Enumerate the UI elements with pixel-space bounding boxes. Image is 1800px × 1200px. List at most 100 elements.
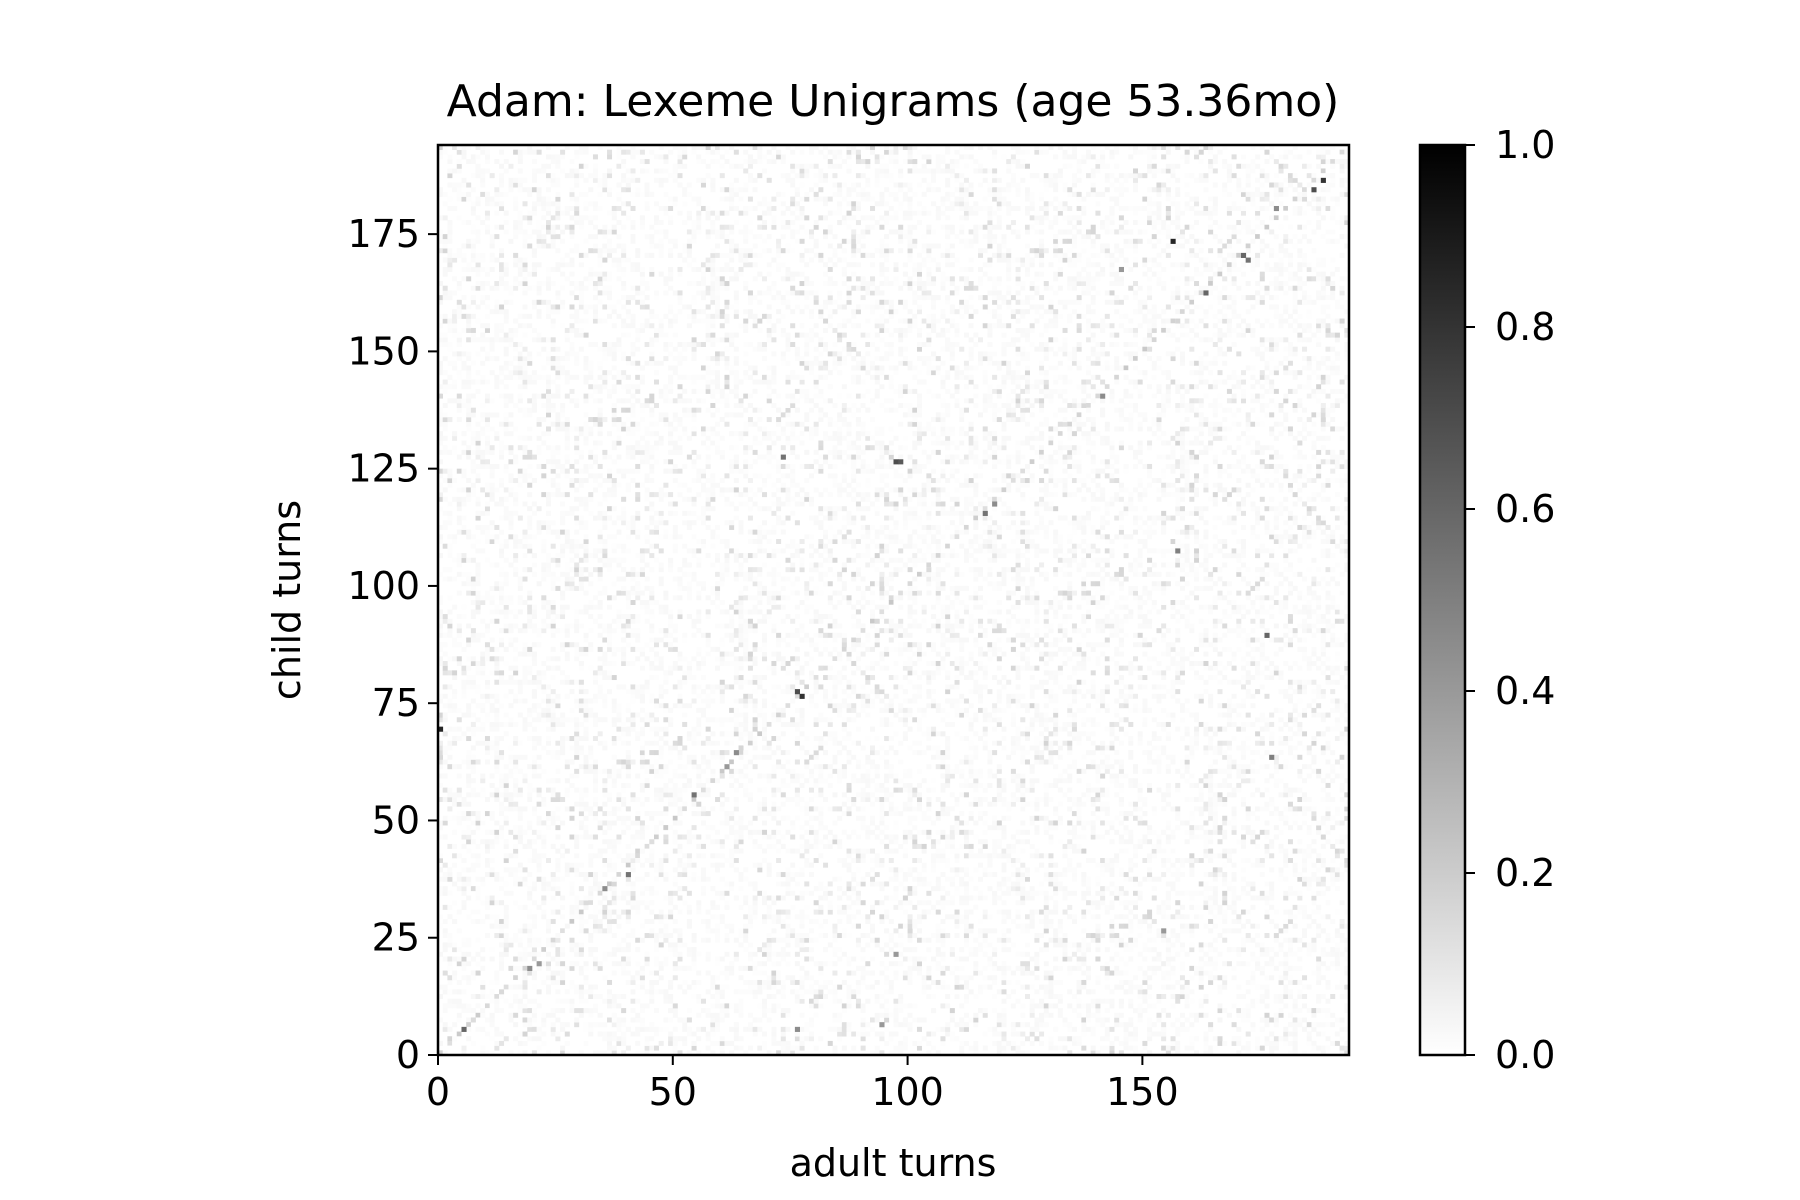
heatmap-cell [705,923,711,929]
heatmap-cell [691,984,697,990]
heatmap-cell [766,937,772,943]
heatmap-cell [658,768,664,774]
heatmap-cell [916,1045,922,1051]
heatmap-cell [1287,886,1293,892]
heatmap-cell [963,937,969,943]
heatmap-cell [898,881,904,887]
heatmap-cell [776,881,782,887]
heatmap-cell [1278,872,1284,878]
heatmap-cell [649,979,655,985]
heatmap-cell [1240,834,1246,840]
heatmap-cell [578,872,584,878]
heatmap-cell [1114,984,1120,990]
heatmap-cell [499,792,505,798]
heatmap-cell [560,1008,566,1014]
heatmap-cell [921,956,927,962]
heatmap-cell [978,890,984,896]
heatmap-cell [945,764,951,770]
heatmap-cell [574,900,580,906]
heatmap-cell [1208,942,1214,948]
heatmap-cell [1100,806,1106,812]
heatmap-cell [1001,979,1007,985]
heatmap-cell [827,909,833,915]
heatmap-cell [790,1045,796,1051]
heatmap-cell [874,881,880,887]
heatmap-cell [531,923,537,929]
heatmap-cell [973,768,979,774]
heatmap-cell [531,1026,537,1032]
heatmap-cell [823,994,829,1000]
heatmap-cell [973,853,979,859]
heatmap-cell [1203,848,1209,854]
heatmap-cell [668,933,674,939]
heatmap-cell [654,829,660,835]
heatmap-cell [489,811,495,817]
heatmap-cell [808,829,814,835]
heatmap-cell [1269,867,1275,873]
heatmap-cell [621,787,627,793]
heatmap-cell [973,947,979,953]
heatmap-cell [1222,909,1228,915]
heatmap-cell [832,1017,838,1023]
heatmap-cell [536,942,542,948]
heatmap-cell [719,956,725,962]
heatmap-cell [1344,1026,1350,1032]
heatmap-cell [1090,825,1096,831]
heatmap-cell [813,834,819,840]
heatmap-cell [1170,928,1176,934]
heatmap-cell [489,839,495,845]
heatmap-cell [484,1050,490,1056]
heatmap-cell [912,867,918,873]
heatmap-cell [1029,1040,1035,1046]
heatmap-cell [466,942,472,948]
heatmap-cell [1264,787,1270,793]
heatmap-cell [1212,768,1218,774]
heatmap-cell [1114,951,1120,957]
heatmap-cell [508,829,514,835]
heatmap-cell [503,909,509,915]
heatmap-cell [607,768,613,774]
heatmap-cell [1259,806,1265,812]
heatmap-cell [1170,970,1176,976]
heatmap-cell [1010,989,1016,995]
heatmap-cell [564,1022,570,1028]
heatmap-cell [630,1031,636,1037]
heatmap-cell [1311,1022,1317,1028]
heatmap-cell [1311,862,1317,868]
heatmap-cell [1123,773,1129,779]
heatmap-cell [1292,1036,1298,1042]
heatmap-cell [827,942,833,948]
heatmap-cell [1067,797,1073,802]
heatmap-cell [447,843,453,849]
heatmap-cell [973,773,979,779]
heatmap-cell [1128,923,1134,929]
heatmap-cell [630,900,636,906]
heatmap-cell [1222,778,1228,784]
heatmap-cell [621,965,627,971]
heatmap-cell [747,834,753,840]
heatmap-cell [438,994,443,1000]
heatmap-cell [1156,928,1162,934]
heatmap-cell [1226,820,1232,826]
heatmap-cell [808,862,814,868]
heatmap-cell [1001,815,1007,821]
heatmap-cell [1175,937,1181,943]
heatmap-cell [475,811,481,817]
heatmap-cell [513,778,519,784]
heatmap-cell [649,918,655,924]
heatmap-cell [1344,937,1350,943]
heatmap-cell [1226,928,1232,934]
heatmap-cell [513,853,519,859]
heatmap-cell [1010,1040,1016,1046]
heatmap-cell [940,1003,946,1009]
heatmap-cell [522,989,528,995]
heatmap-cell [1034,956,1040,962]
heatmap-cell [1212,815,1218,821]
heatmap-cell [499,1040,505,1046]
heatmap-cell [963,998,969,1004]
heatmap-cell [672,839,678,845]
heatmap-cell [611,773,617,779]
heatmap-cell [804,956,810,962]
heatmap-cell [592,947,598,953]
heatmap-cell [1179,857,1185,863]
